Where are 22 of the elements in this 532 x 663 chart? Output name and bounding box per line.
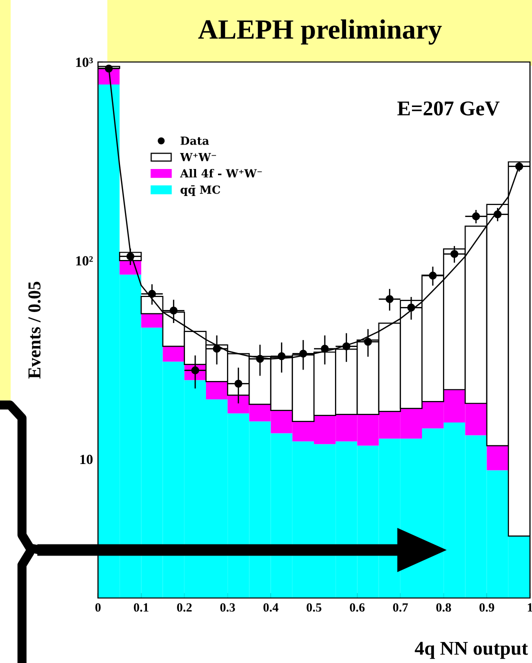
x-tick-label: 0.4: [263, 603, 278, 612]
x-tick-label: 0.1: [134, 603, 148, 612]
y-axis-title: Events / 0.05: [28, 282, 41, 379]
x-tick-label: 0.2: [177, 603, 192, 612]
y-tick-label: 10²: [76, 256, 93, 266]
legend-label: qq̄ MC: [180, 185, 220, 196]
x-tick-label: 1: [528, 603, 532, 612]
legend-label: W⁺W⁻: [180, 152, 216, 162]
x-tick-label: 0.7: [393, 603, 408, 612]
legend-label: Data: [180, 136, 209, 145]
legend-label: All 4f - W⁺W⁻: [180, 168, 262, 178]
chart-title: ALEPH preliminary: [198, 19, 442, 45]
y-tick-label: 10: [80, 454, 93, 464]
x-axis-title: 4q NN output: [414, 642, 528, 659]
annotation: E=207 GeV: [397, 101, 500, 116]
x-tick-label: 0.9: [479, 603, 494, 612]
x-tick-label: 0.3: [220, 603, 235, 612]
x-tick-label: 0.8: [436, 603, 451, 612]
y-tick-label: 10³: [76, 58, 93, 67]
x-tick-label: 0.5: [306, 603, 322, 612]
x-tick-label: 0.6: [350, 603, 365, 612]
x-tick-label: 0: [95, 603, 101, 612]
